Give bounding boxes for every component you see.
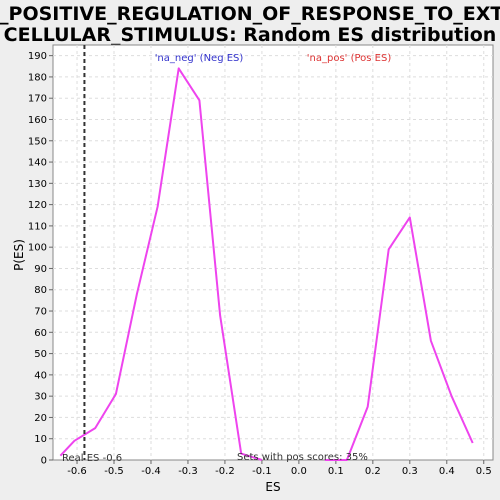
x-tick-label: -0.4 <box>141 466 161 477</box>
x-axis-label: ES <box>265 480 280 494</box>
chart-title-line2: CELLULAR_STIMULUS: Random ES distributio… <box>4 24 497 46</box>
x-tick-label: 0.3 <box>402 466 418 477</box>
y-tick-label: 110 <box>28 221 47 232</box>
grid <box>53 45 493 460</box>
y-tick-label: 100 <box>28 243 47 254</box>
y-tick-label: 30 <box>34 392 47 403</box>
y-tick-label: 40 <box>34 370 47 381</box>
axis-ticks: 0 10 20 30 40 50 60 70 80 90 100 110 120 130 140 150 160… <box>28 51 492 477</box>
pos-scores-label: Sets with pos scores: 35% <box>237 452 368 463</box>
x-tick-label: 0.4 <box>439 466 455 477</box>
y-tick-label: 140 <box>28 158 47 169</box>
y-tick-label: 170 <box>28 94 47 105</box>
y-tick-label: 10 <box>34 434 47 445</box>
y-tick-label: 80 <box>34 285 47 296</box>
y-tick-label: 20 <box>34 413 47 424</box>
neg-es-series-line <box>59 67 263 461</box>
chart-title-line1: GO_POSITIVE_REGULATION_OF_RESPONSE_TO_EX… <box>0 3 500 25</box>
series-lines <box>59 67 474 461</box>
pos-es-series-line <box>324 216 474 461</box>
y-tick-label: 150 <box>28 136 47 147</box>
y-tick-label: 160 <box>28 115 47 126</box>
x-tick-label: 0.2 <box>365 466 381 477</box>
x-tick-label: -0.5 <box>104 466 124 477</box>
x-tick-label: 0.0 <box>291 466 307 477</box>
y-tick-label: 60 <box>34 328 47 339</box>
y-tick-label: 70 <box>34 307 47 318</box>
plot-area <box>52 44 494 461</box>
y-tick-label: 120 <box>28 200 47 211</box>
real-es-label: Real ES -0.6 <box>62 453 122 464</box>
y-axis-label: P(ES) <box>12 239 26 271</box>
y-tick-label: 180 <box>28 72 47 83</box>
x-tick-label: -0.2 <box>215 466 235 477</box>
x-tick-label: 0.1 <box>328 466 344 477</box>
y-tick-label: 0 <box>41 456 47 467</box>
y-tick-label: 90 <box>34 264 47 275</box>
y-tick-label: 190 <box>28 51 47 62</box>
x-tick-label: 0.5 <box>476 466 492 477</box>
y-tick-label: 130 <box>28 179 47 190</box>
legend-pos: 'na_pos' (Pos ES) <box>307 53 392 64</box>
legend-neg: 'na_neg' (Neg ES) <box>155 53 244 64</box>
x-tick-label: -0.6 <box>67 466 87 477</box>
x-tick-label: -0.1 <box>252 466 272 477</box>
x-tick-label: -0.3 <box>178 466 198 477</box>
y-tick-label: 50 <box>34 349 47 360</box>
